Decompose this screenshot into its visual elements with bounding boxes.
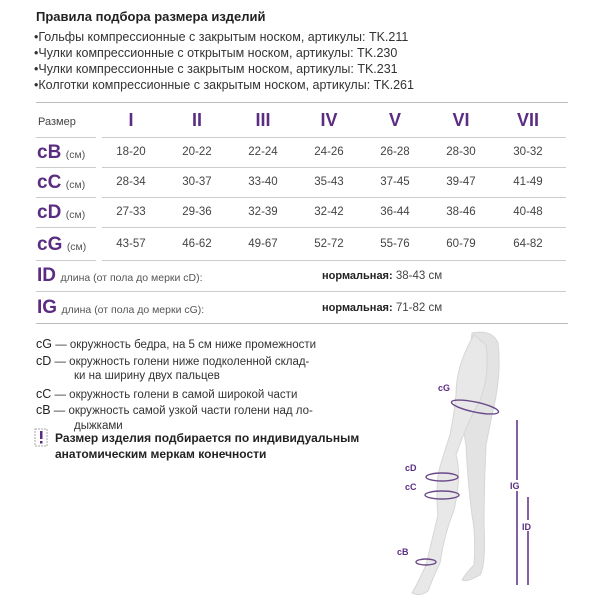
page-title: Правила подбора размера изделий: [36, 9, 266, 24]
row-divider: [102, 167, 566, 168]
length-label: IG длина (от пола до мерки cG):: [37, 297, 205, 318]
legend-item: cG — окружность бедра, на 5 см ниже пром…: [36, 337, 317, 351]
size-cell: 43-57: [116, 238, 146, 250]
size-cell: 27-33: [116, 206, 146, 218]
size-cell: 46-62: [182, 238, 212, 250]
row-divider: [102, 227, 566, 228]
size-cell: 22-24: [248, 146, 278, 158]
legend-item: cB — окружность самой узкой части голени…: [36, 403, 313, 417]
size-cell: 40-48: [513, 206, 543, 218]
length-label: ID длина (от пола до мерки cD):: [37, 265, 203, 286]
warning-text: анатомическим меркам конечности: [55, 447, 267, 461]
product-item: •Гольфы компрессионные с закрытым носком…: [34, 30, 409, 44]
size-column-header: VI: [452, 110, 470, 130]
size-column-header: III: [255, 110, 271, 130]
id-label: ID: [522, 522, 532, 532]
row-divider: [36, 137, 96, 138]
row-label: cC (см): [37, 172, 86, 193]
size-cell: 30-32: [513, 146, 543, 158]
legend-item: cC — окружность голени в самой широкой ч…: [36, 386, 298, 401]
row-divider: [36, 197, 96, 198]
size-cell: 41-49: [513, 176, 543, 188]
size-column-header: VII: [516, 110, 539, 130]
size-cell: 35-43: [314, 176, 344, 188]
size-cell: 18-20: [116, 146, 146, 158]
row-divider: [102, 137, 566, 138]
size-cell: 38-46: [446, 206, 476, 218]
row-divider: [102, 260, 566, 261]
size-column-header: II: [191, 110, 202, 130]
size-column-header: V: [388, 110, 401, 130]
size-cell: 37-45: [380, 176, 410, 188]
divider: [36, 102, 568, 103]
size-cell: 20-22: [182, 146, 212, 158]
product-item: •Колготки компрессионные с закрытым носк…: [34, 78, 414, 92]
row-divider: [36, 291, 566, 292]
exclamation-icon: [34, 428, 48, 447]
size-column-header: I: [128, 110, 134, 130]
size-cell: 30-37: [182, 176, 212, 188]
size-cell: 29-36: [182, 206, 212, 218]
size-column-header: IV: [320, 110, 338, 130]
length-value: нормальная: 71-82 см: [322, 302, 443, 314]
size-cell: 60-79: [446, 238, 476, 250]
size-cell: 33-40: [248, 176, 278, 188]
size-header: Размер: [38, 116, 76, 128]
row-divider: [36, 227, 96, 228]
row-divider: [102, 197, 566, 198]
product-item: •Чулки компрессионные с открытым носком,…: [34, 46, 398, 60]
product-item: •Чулки компрессионные с закрытым носком,…: [34, 62, 398, 76]
row-label: cG (см): [37, 234, 87, 255]
size-cell: 28-30: [446, 146, 476, 158]
warning-text: Размер изделия подбирается по индивидуал…: [55, 431, 360, 445]
size-cell: 28-34: [116, 176, 146, 188]
size-cell: 39-47: [446, 176, 476, 188]
row-divider: [36, 167, 96, 168]
size-cell: 32-42: [314, 206, 344, 218]
size-cell: 52-72: [314, 238, 344, 250]
size-cell: 49-67: [248, 238, 278, 250]
size-cell: 32-39: [248, 206, 278, 218]
legend-item-cont: ки на ширину двух пальцев: [74, 370, 220, 382]
cb-label: cB: [397, 547, 409, 557]
ig-label: IG: [510, 481, 520, 491]
cg-label: cG: [438, 383, 450, 393]
cc-label: cC: [405, 482, 417, 492]
length-value: нормальная: 38-43 см: [322, 270, 443, 282]
cd-label: cD: [405, 463, 417, 473]
divider: [36, 323, 568, 324]
leg-figure: cG cD cC cB IG ID: [397, 331, 537, 596]
size-cell: 36-44: [380, 206, 410, 218]
legend-item-cont: дыжками: [74, 419, 123, 432]
legend-item: cD — окружность голени ниже подколенной …: [36, 353, 310, 368]
size-cell: 24-26: [314, 146, 344, 158]
row-label: cD (см): [37, 202, 86, 223]
row-label: cB (см): [37, 142, 86, 163]
row-divider: [36, 260, 96, 261]
size-cell: 64-82: [513, 238, 543, 250]
size-cell: 55-76: [380, 238, 410, 250]
size-cell: 26-28: [380, 146, 410, 158]
